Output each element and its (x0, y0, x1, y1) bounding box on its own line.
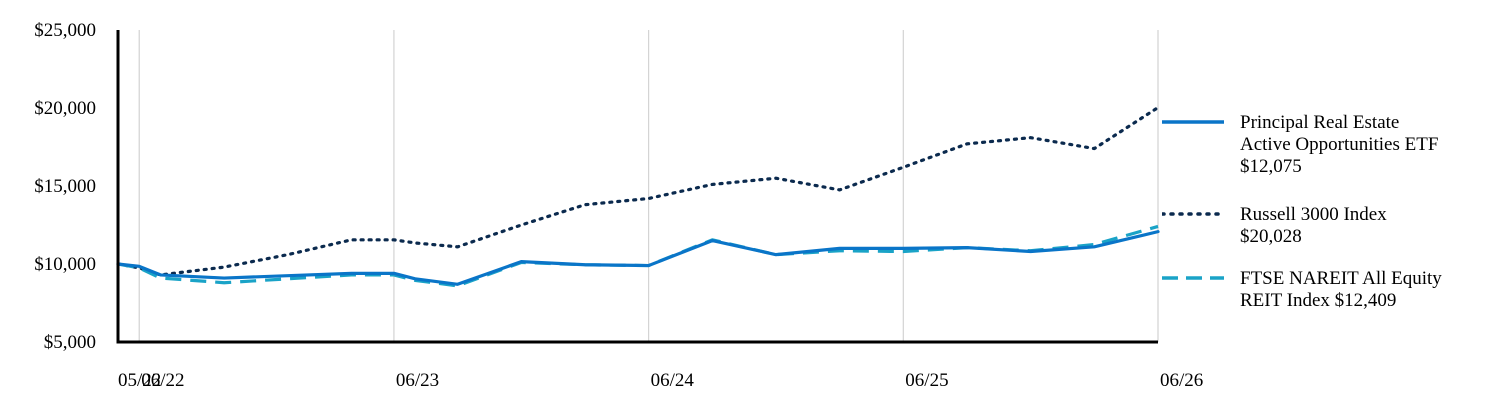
y-tick-label-20-000: $20,000 (34, 98, 96, 119)
legend-label-ftse-nareit: FTSE NAREIT All Equity REIT Index $12,40… (1240, 268, 1442, 311)
series-lines (116, 105, 1160, 288)
y-tick-labels: $5,000 $10,000 $15,000 $20,000 $25,000 (34, 20, 96, 353)
legend-item-fund: Principal Real Estate Active Opportuniti… (1162, 112, 1507, 178)
x-tick-label-06-26: 06/26 (1160, 370, 1203, 391)
y-tick-label-15-000: $15,000 (34, 176, 96, 197)
x-tick-label-06-24: 06/24 (651, 370, 695, 391)
x-tick-label-06-22: 06/22 (141, 370, 184, 391)
legend-label-fund: Principal Real Estate Active Opportuniti… (1240, 112, 1439, 177)
legend-swatch-fund (1162, 120, 1224, 124)
x-tick-label-06-25: 06/25 (905, 370, 948, 391)
legend-item-ftse-nareit: FTSE NAREIT All Equity REIT Index $12,40… (1162, 268, 1507, 312)
legend: Principal Real Estate Active Opportuniti… (1162, 112, 1507, 312)
axes (116, 30, 1158, 344)
legend-swatch-ftse-nareit (1162, 276, 1224, 280)
series-line-russell-3000 (116, 105, 1160, 277)
y-tick-label-10-000: $10,000 (34, 254, 96, 275)
x-tick-label-05-22: 05/22 (118, 370, 161, 391)
legend-item-russell-3000: Russell 3000 Index $20,028 (1162, 204, 1507, 248)
series-line-fund (116, 230, 1160, 286)
y-tick-label-25-000: $25,000 (34, 20, 96, 41)
legend-swatch-russell-3000 (1162, 212, 1224, 216)
grid-lines (138, 30, 1159, 342)
legend-label-russell-3000: Russell 3000 Index $20,028 (1240, 204, 1387, 247)
x-tick-label-06-23: 06/23 (396, 370, 439, 391)
y-tick-label-5-000: $5,000 (44, 332, 96, 353)
